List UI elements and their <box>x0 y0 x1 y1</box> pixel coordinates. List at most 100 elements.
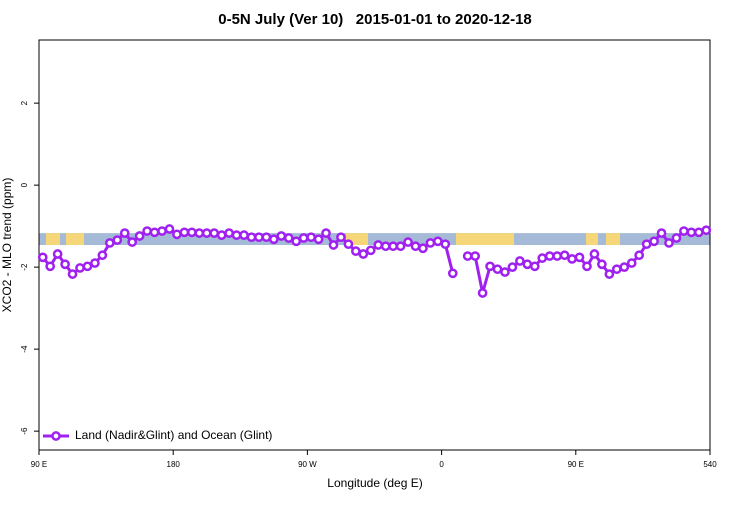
data-point <box>194 228 205 238</box>
data-point <box>395 241 406 252</box>
data-point <box>358 249 369 259</box>
data-point <box>276 231 287 241</box>
data-point <box>90 258 100 268</box>
land-patch <box>346 233 368 245</box>
chart-title: 0-5N July (Ver 10) 2015-01-01 to 2020-12… <box>218 11 532 28</box>
x-axis-label: Longitude (deg E) <box>327 476 422 490</box>
data-point <box>559 250 570 261</box>
data-point <box>321 228 331 238</box>
data-point <box>254 232 264 243</box>
legend-label: Land (Nadir&Glint) and Ocean (Glint) <box>75 428 272 442</box>
data-point <box>60 259 70 270</box>
data-point <box>306 232 316 243</box>
data-point <box>403 237 413 247</box>
data-point <box>149 227 160 238</box>
data-point <box>67 269 78 279</box>
data-point <box>500 267 510 277</box>
data-point <box>656 228 667 238</box>
x-tick-label: 90 E <box>568 460 584 469</box>
y-tick-label: -2 <box>20 263 29 271</box>
land-patch <box>586 233 598 245</box>
data-point <box>567 254 577 264</box>
data-point <box>52 249 63 259</box>
y-tick-label: 2 <box>20 100 29 105</box>
data-point <box>470 251 480 261</box>
data-point <box>231 230 242 241</box>
data-point <box>507 262 518 272</box>
x-tick-label: 540 <box>703 460 717 469</box>
x-tick-label: 90 E <box>31 460 47 469</box>
x-tick-label: 180 <box>167 460 181 469</box>
data-point <box>351 246 361 256</box>
data-point <box>328 240 339 250</box>
data-point <box>529 261 540 272</box>
data-point <box>485 261 495 272</box>
data-point <box>104 238 115 248</box>
data-point <box>664 238 674 248</box>
data-point <box>224 228 234 238</box>
data-point <box>75 263 85 273</box>
data-point <box>649 236 659 247</box>
x-tick-label: 90 W <box>298 460 317 469</box>
data-point <box>418 243 428 254</box>
land-patch <box>456 233 514 245</box>
data-point <box>134 231 145 241</box>
y-tick-label: -6 <box>20 427 29 435</box>
data-point <box>693 227 704 238</box>
data-point <box>261 232 272 243</box>
data-point <box>269 234 279 245</box>
data-point <box>127 237 138 247</box>
data-point <box>634 250 645 261</box>
data-point <box>544 251 555 261</box>
data-point <box>522 259 533 270</box>
y-tick-label: -4 <box>20 345 29 353</box>
data-point <box>119 228 130 238</box>
data-point <box>172 229 182 240</box>
data-point <box>336 232 346 243</box>
data-point <box>380 241 391 252</box>
data-point <box>97 250 108 261</box>
y-tick-label: 0 <box>20 182 29 187</box>
x-tick-label: 0 <box>439 460 444 469</box>
data-point <box>462 251 473 261</box>
land-patches <box>46 233 620 245</box>
data-point <box>686 227 697 238</box>
data-point <box>537 253 548 263</box>
band <box>39 233 710 245</box>
data-point <box>679 226 689 236</box>
data-point <box>492 264 503 275</box>
data-point <box>246 232 257 243</box>
data-point <box>425 238 436 248</box>
y-axis-label: XCO2 - MLO trend (ppm) <box>0 178 14 313</box>
data-point <box>589 249 600 259</box>
data-point <box>45 261 56 272</box>
data-point <box>619 262 630 272</box>
data-point <box>313 234 324 245</box>
data-point <box>343 239 354 250</box>
data-point <box>440 239 451 250</box>
data-point <box>209 228 220 238</box>
data-point <box>82 261 93 272</box>
data-point <box>291 236 302 247</box>
data-point <box>142 226 152 236</box>
land-patch <box>66 233 84 245</box>
data-point <box>373 240 384 250</box>
data-point <box>433 236 443 247</box>
data-point <box>37 252 48 263</box>
plot-frame <box>38 39 711 451</box>
data-point <box>477 288 488 298</box>
data-point <box>447 268 458 279</box>
data-point <box>179 227 190 238</box>
data-point <box>157 226 167 236</box>
data-point <box>283 233 294 243</box>
data-point <box>604 269 615 279</box>
data-point <box>216 230 227 241</box>
data-point <box>388 241 398 252</box>
data-point <box>112 235 123 245</box>
data-point <box>626 258 637 268</box>
data-point <box>641 239 652 250</box>
data-point <box>552 251 563 261</box>
data-point <box>298 233 309 243</box>
land-patch <box>606 233 620 245</box>
data-point <box>164 224 175 234</box>
